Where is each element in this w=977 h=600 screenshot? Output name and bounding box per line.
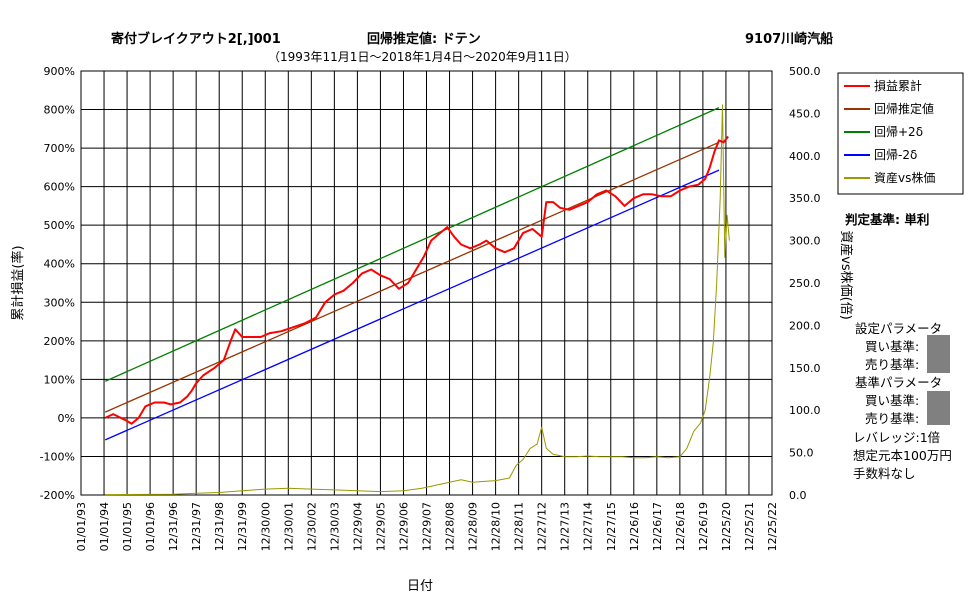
y-left-tick-label: 200% — [44, 335, 75, 348]
x-tick-label: 12/25/20 — [720, 502, 733, 551]
y-left-tick-label: -100% — [40, 450, 75, 463]
legend-entry: 損益累計 — [874, 78, 922, 93]
x-tick-label: 12/30/03 — [328, 502, 341, 551]
x-tick-label: 12/29/06 — [397, 502, 410, 551]
y-right-tick-label: 50.0 — [789, 447, 814, 460]
y-left-tick-label: 700% — [44, 142, 75, 155]
y-left-tick-label: 500% — [44, 219, 75, 232]
x-tick-label: 12/26/17 — [651, 502, 664, 551]
base-buy-label: 買い基準: — [865, 393, 920, 408]
x-tick-label: 01/01/96 — [144, 502, 157, 551]
y-left-tick-label: -200% — [40, 489, 75, 502]
legend-entry: 回帰+2δ — [874, 125, 923, 139]
y-left-tick-label: 300% — [44, 296, 75, 309]
y-right-tick-label: 350.0 — [789, 192, 821, 205]
x-tick-label: 12/30/00 — [259, 502, 272, 551]
x-axis-label: 日付 — [407, 579, 433, 594]
legend-entry: 資産vs株価 — [874, 170, 935, 185]
setting-sell-label: 売り基準: — [865, 357, 920, 372]
x-tick-label: 12/29/05 — [374, 502, 387, 551]
legend-entry: 回帰推定値 — [874, 101, 934, 116]
base-sell-label: 売り基準: — [865, 411, 920, 426]
y-right-tick-label: 500.0 — [789, 65, 821, 78]
x-tick-label: 12/30/02 — [305, 502, 318, 551]
chart-title-right: 9107川崎汽船 — [745, 32, 834, 47]
y-axis-label-right: 資産vs株価(倍) — [838, 230, 854, 320]
x-tick-label: 12/26/19 — [697, 502, 710, 551]
y-left-tick-label: 800% — [44, 104, 75, 117]
tick-labels: -200% -100% 0% 100% 200% 300% 400% 500% 600% 700%… — [40, 65, 821, 551]
x-tick-label: 12/30/01 — [282, 502, 295, 551]
series-line — [104, 107, 720, 382]
x-tick-label: 12/25/21 — [743, 502, 756, 551]
y-right-tick-label: 200.0 — [789, 319, 821, 332]
x-tick-label: 12/31/96 — [167, 502, 180, 551]
x-tick-label: 01/01/93 — [75, 502, 88, 551]
y-left-tick-label: 400% — [44, 258, 75, 271]
base-params-heading: 基準パラメータ — [855, 375, 943, 390]
x-tick-label: 12/29/04 — [351, 502, 364, 551]
chart-title-left: 寄付ブレイクアウト2[,]001 — [111, 32, 281, 47]
chart-title-center: 回帰推定値: ドテン — [367, 32, 481, 47]
x-tick-label: 12/28/10 — [490, 502, 503, 551]
x-tick-label: 12/29/07 — [421, 502, 434, 551]
y-left-tick-label: 0% — [58, 412, 75, 425]
grid-lines — [80, 70, 773, 496]
y-right-tick-label: 150.0 — [789, 362, 821, 375]
y-right-tick-label: 300.0 — [789, 235, 821, 248]
setting-params-heading: 設定パラメータ — [855, 321, 943, 336]
fee-label: 手数料なし — [853, 466, 916, 481]
x-tick-label: 12/27/15 — [605, 502, 618, 551]
setting-buy-label: 買い基準: — [865, 339, 920, 354]
x-tick-label: 12/27/12 — [536, 502, 549, 551]
x-tick-label: 12/28/11 — [513, 502, 526, 551]
x-tick-label: 12/28/08 — [444, 502, 457, 551]
y-left-tick-label: 900% — [44, 65, 75, 78]
y-right-tick-label: 400.0 — [789, 150, 821, 163]
y-right-tick-label: 0.0 — [789, 489, 807, 502]
y-left-tick-label: 600% — [44, 181, 75, 194]
leverage-label: レバレッジ:1倍 — [853, 430, 941, 445]
capital-label: 想定元本100万円 — [853, 448, 952, 463]
x-tick-label: 12/26/16 — [628, 502, 641, 551]
y-right-tick-label: 450.0 — [789, 107, 821, 120]
series-group — [104, 104, 730, 496]
y-axis-label-left: 累計損益(率) — [10, 245, 26, 320]
series-line — [105, 104, 730, 496]
y-right-tick-label: 100.0 — [789, 404, 821, 417]
base-params-redacted — [927, 391, 950, 425]
x-tick-label: 12/26/18 — [674, 502, 687, 551]
axes — [80, 70, 773, 496]
x-tick-label: 12/31/98 — [213, 502, 226, 551]
series-line — [104, 169, 720, 441]
x-tick-label: 12/25/22 — [766, 502, 779, 551]
x-tick-label: 01/01/95 — [121, 502, 134, 551]
y-left-tick-label: 100% — [44, 373, 75, 386]
x-tick-label: 01/01/94 — [98, 502, 111, 551]
series-line — [104, 135, 729, 425]
judgement-label: 判定基準: 単利 — [845, 212, 930, 227]
legend-entry: 回帰-2δ — [874, 148, 917, 162]
plot-frame — [80, 70, 773, 496]
x-tick-label: 12/28/09 — [467, 502, 480, 551]
legend-box — [837, 72, 964, 195]
y-right-tick-label: 250.0 — [789, 277, 821, 290]
x-tick-label: 12/27/14 — [582, 502, 595, 551]
x-tick-label: 12/27/13 — [559, 502, 572, 551]
x-tick-label: 12/31/97 — [190, 502, 203, 551]
x-tick-label: 12/31/99 — [236, 502, 249, 551]
chart-subtitle: （1993年11月1日～2018年1月4日～2020年9月11日） — [268, 50, 577, 64]
setting-params-redacted — [927, 335, 950, 373]
